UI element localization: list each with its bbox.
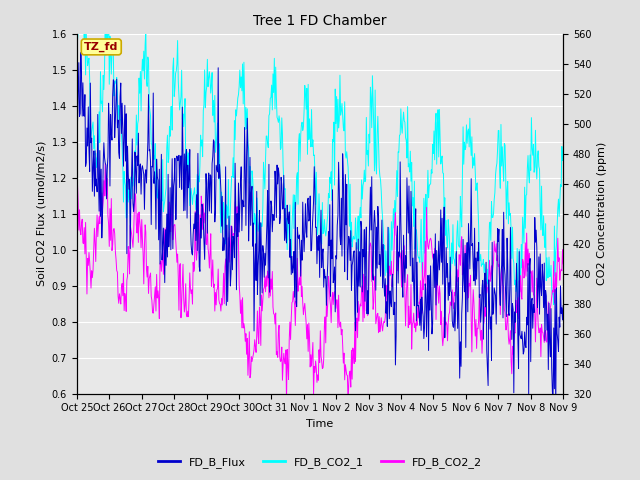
Y-axis label: CO2 Concentration (ppm): CO2 Concentration (ppm) [597, 142, 607, 285]
X-axis label: Time: Time [307, 419, 333, 429]
Title: Tree 1 FD Chamber: Tree 1 FD Chamber [253, 14, 387, 28]
Y-axis label: Soil CO2 Flux (umol/m2/s): Soil CO2 Flux (umol/m2/s) [36, 141, 46, 286]
Text: TZ_fd: TZ_fd [84, 42, 118, 52]
Legend: FD_B_Flux, FD_B_CO2_1, FD_B_CO2_2: FD_B_Flux, FD_B_CO2_1, FD_B_CO2_2 [154, 452, 486, 472]
